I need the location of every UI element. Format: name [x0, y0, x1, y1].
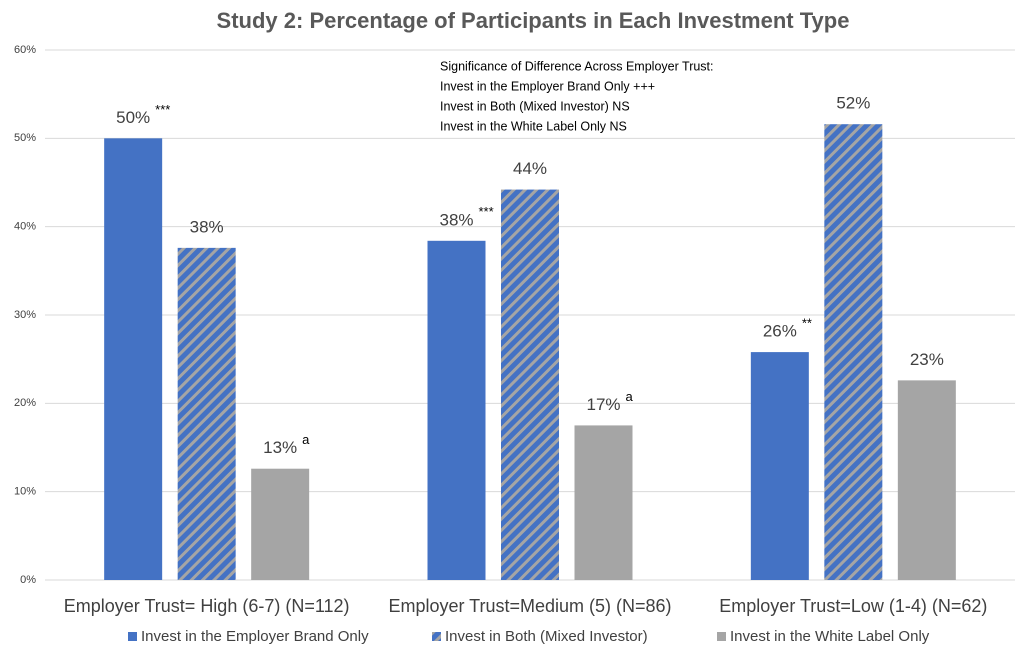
bar: [750, 352, 809, 580]
significance-marker: ***: [479, 204, 494, 219]
y-tick-label: 60%: [14, 44, 36, 56]
x-tick-label: Employer Trust=Medium (5) (N=86): [388, 596, 671, 616]
value-label: 13%: [263, 438, 297, 457]
y-tick-label: 0%: [20, 574, 36, 586]
bar: [501, 189, 559, 581]
bar: [574, 425, 633, 580]
significance-marker: **: [802, 316, 812, 331]
value-label: 23%: [910, 350, 944, 369]
legend-label: Invest in the Employer Brand Only: [141, 628, 369, 645]
value-label: 44%: [513, 159, 547, 178]
bar: [897, 380, 956, 580]
bar: [251, 468, 310, 580]
bar: [824, 124, 883, 580]
y-tick-label: 50%: [14, 132, 36, 144]
significance-marker: a: [626, 389, 634, 404]
x-tick-label: Employer Trust= High (6-7) (N=112): [64, 596, 350, 616]
legend-label: Invest in Both (Mixed Investor): [445, 628, 648, 645]
legend-swatch: [432, 632, 441, 641]
bar: [104, 138, 163, 581]
note-line: Significance of Difference Across Employ…: [440, 59, 714, 73]
bar: [427, 240, 486, 581]
legend-swatch: [717, 632, 726, 641]
y-tick-label: 40%: [14, 221, 36, 233]
note-line: Invest in the White Label Only NS: [440, 119, 627, 133]
note-line: Invest in Both (Mixed Investor) NS: [440, 99, 630, 113]
value-label: 52%: [836, 94, 870, 113]
y-tick-label: 10%: [14, 486, 36, 498]
chart-title: Study 2: Percentage of Participants in E…: [217, 8, 850, 33]
legend-label: Invest in the White Label Only: [730, 628, 930, 645]
x-tick-label: Employer Trust=Low (1-4) (N=62): [719, 596, 987, 616]
value-label: 38%: [190, 217, 224, 236]
y-tick-label: 30%: [14, 309, 36, 321]
value-label: 38%: [439, 210, 473, 229]
significance-marker: a: [302, 432, 310, 447]
significance-marker: ***: [155, 102, 170, 117]
y-tick-label: 20%: [14, 397, 36, 409]
note-line: Invest in the Employer Brand Only +++: [440, 79, 655, 93]
bar: [177, 247, 236, 580]
legend-swatch: [128, 632, 137, 641]
value-label: 17%: [586, 395, 620, 414]
value-label: 26%: [763, 322, 797, 341]
value-label: 50%: [116, 108, 150, 127]
